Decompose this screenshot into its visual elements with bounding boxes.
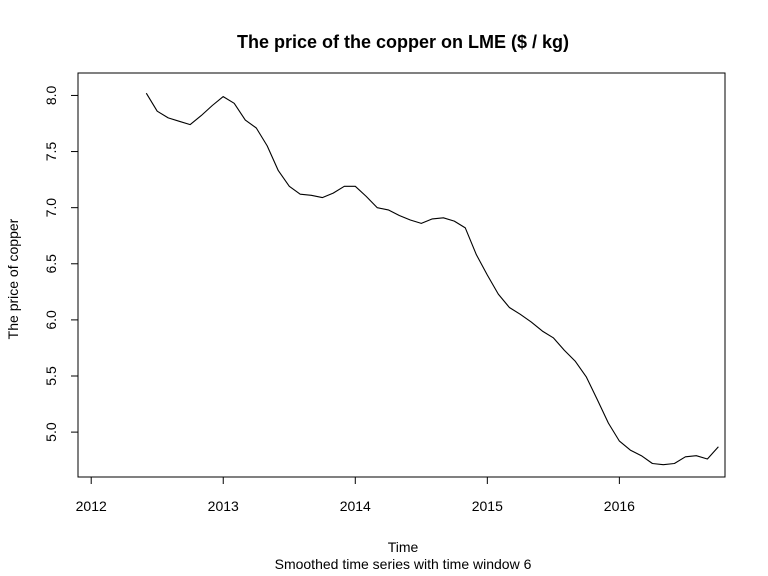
x-tick-label: 2016 — [604, 498, 635, 514]
series-line-copper-price — [145, 92, 719, 466]
y-axis: 5.0 5.5 6.0 6.5 7.0 7.5 8.0 — [43, 86, 79, 442]
y-tick-label: 5.0 — [43, 422, 59, 442]
y-tick-label: 5.5 — [43, 366, 59, 386]
y-tick-label: 7.5 — [43, 142, 59, 162]
x-axis-label: Time — [388, 539, 419, 555]
chart-title: The price of the copper on LME ($ / kg) — [237, 32, 569, 52]
x-tick-label: 2014 — [340, 498, 371, 514]
y-tick-label: 8.0 — [43, 86, 59, 106]
chart-subtitle: Smoothed time series with time window 6 — [275, 556, 532, 572]
y-tick-label: 7.0 — [43, 198, 59, 218]
x-tick-label: 2012 — [76, 498, 107, 514]
y-tick-label: 6.5 — [43, 254, 59, 274]
x-tick-label: 2015 — [472, 498, 503, 514]
y-tick-label: 6.0 — [43, 310, 59, 330]
x-axis: 2012 2013 2014 2015 2016 — [76, 476, 635, 514]
x-tick-label: 2013 — [208, 498, 239, 514]
plot-frame — [77, 72, 726, 478]
y-axis-label: The price of copper — [5, 218, 21, 339]
